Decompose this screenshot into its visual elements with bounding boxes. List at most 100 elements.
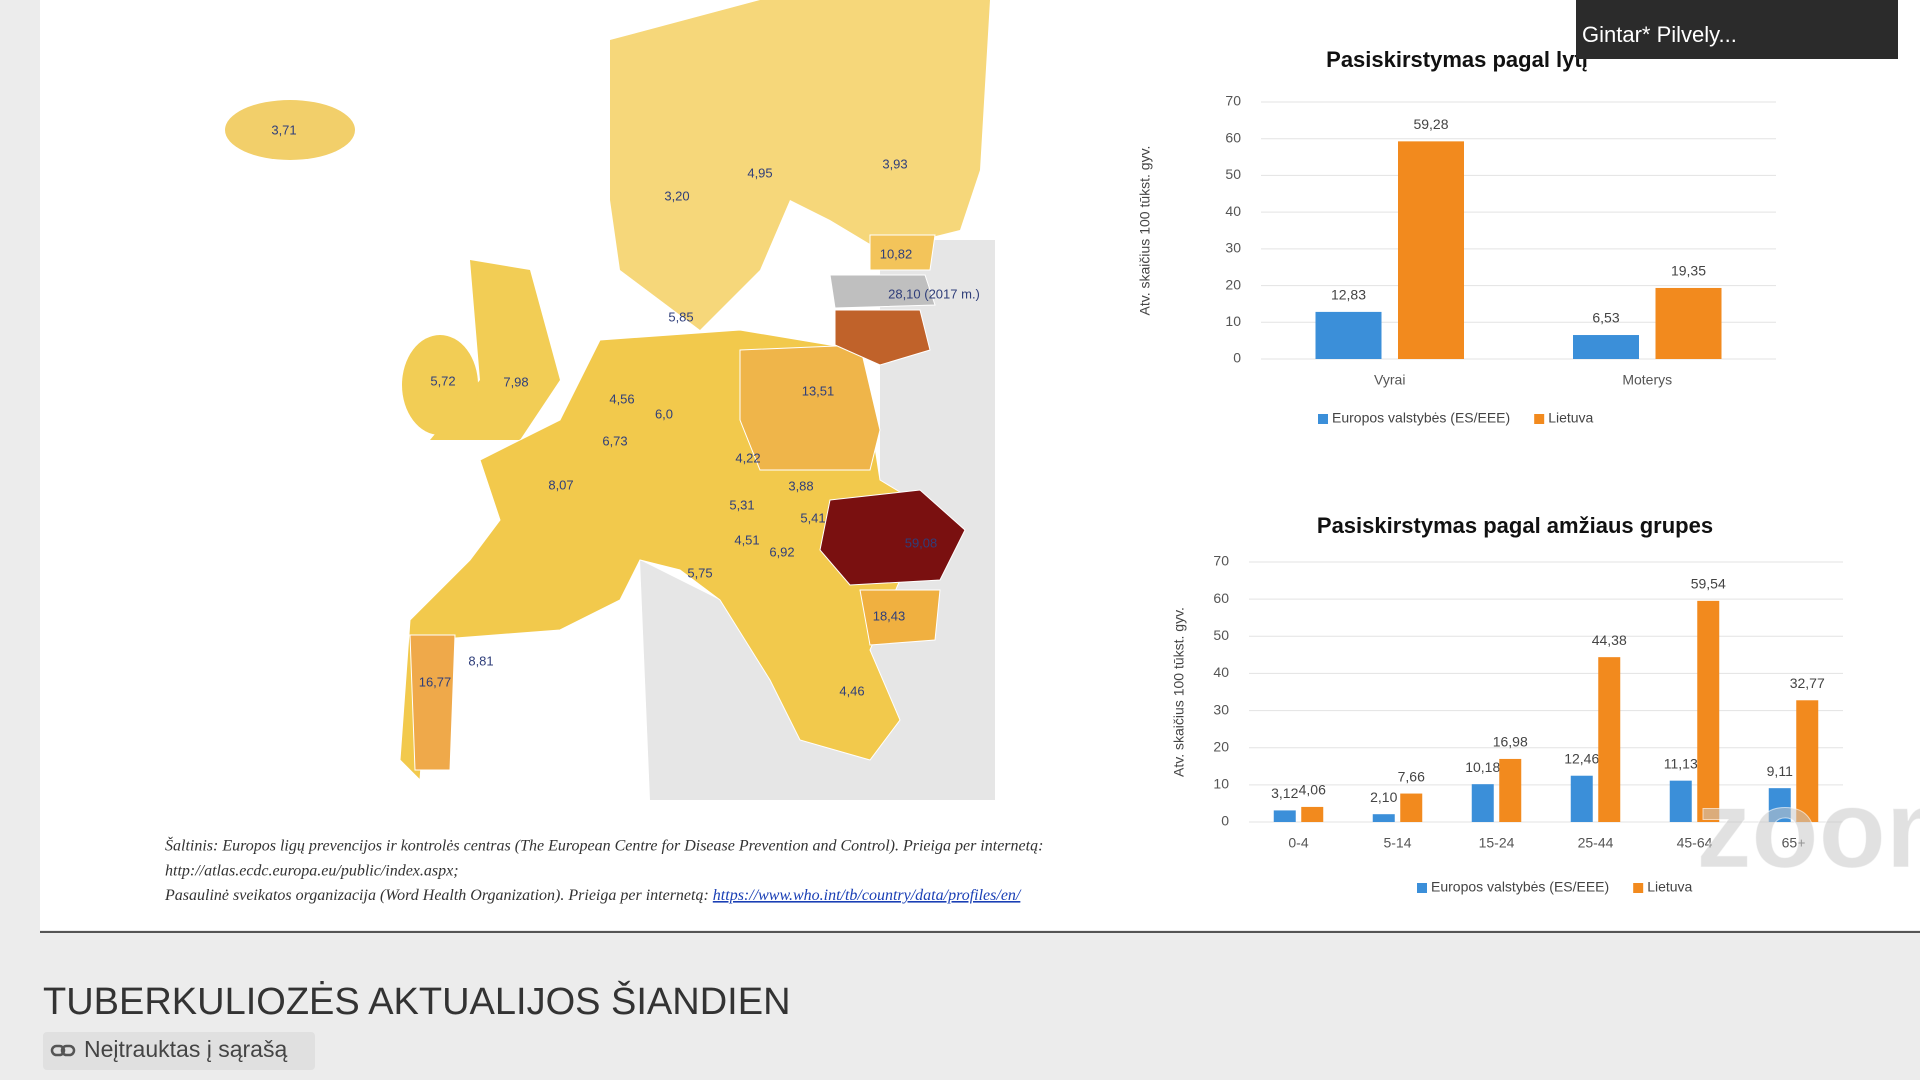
map-labels: 3,71 3,20 4,95 3,93 10,82 28,10 (2017 m.) 5,85… [271,122,980,698]
bar [1598,657,1621,822]
value-label: 6,53 [1592,310,1619,326]
bar [1273,810,1296,822]
map-label: 13,51 [802,383,835,398]
bar [1570,775,1593,822]
value-label: 12,83 [1331,287,1366,303]
source-line: http://atlas.ecdc.europa.eu/public/index… [165,863,459,880]
bar [1655,287,1722,359]
chart-title: Pasiskirstymas pagal lytį [1326,47,1588,72]
map-label: 8,81 [468,653,493,668]
y-tick-label: 50 [1213,627,1229,643]
video-title: TUBERKULIOZĖS AKTUALIJOS ŠIANDIEN [43,979,791,1023]
map-country [610,0,990,330]
y-tick-label: 30 [1213,701,1229,717]
map-country [829,274,936,309]
chart-title: Pasiskirstymas pagal amžiaus grupes [1317,513,1713,538]
bar [1372,814,1395,822]
y-tick-label: 20 [1225,276,1241,292]
map-country [869,234,936,271]
status-text: Neįtrauktas į sąrašą [84,1036,287,1062]
legend-swatch [1417,883,1427,893]
bar [1796,700,1819,822]
y-tick-label: 70 [1225,93,1241,109]
map-country [819,489,966,586]
map-country [739,344,881,471]
bar [1768,788,1791,822]
map-country [402,335,478,435]
value-label: 2,10 [1370,789,1397,805]
value-label: 3,12 [1271,785,1298,801]
map-label: 16,77 [419,674,452,689]
map-label: 5,72 [430,373,455,388]
map-country [409,634,456,771]
x-tick-label: 5-14 [1383,835,1411,851]
x-tick-label: 25-44 [1578,835,1614,851]
y-tick-label: 60 [1213,590,1229,606]
map-country [859,589,941,646]
map-label: 5,41 [800,510,825,525]
value-label: 16,98 [1493,734,1528,750]
value-label: 11,13 [1664,755,1698,771]
map-label: 3,93 [882,156,907,171]
map [155,0,995,800]
y-tick-label: 0 [1233,350,1241,366]
source-link[interactable]: https://www.who.int/tb/country/data/prof… [713,887,1022,904]
map-label: 4,22 [735,450,760,465]
legend-label: Europos valstybės (ES/EEE) [1431,879,1609,895]
y-tick-label: 40 [1225,203,1241,219]
y-tick-label: 30 [1225,240,1241,256]
map-label: 3,71 [271,122,296,137]
bar [1697,600,1720,822]
bar [1398,141,1464,359]
status-chip[interactable] [43,1032,315,1070]
map-label: 5,85 [668,309,693,324]
map-label: 8,07 [548,477,573,492]
charts: Pasiskirstymas pagal lytį Atv. skaičius 1… [1137,47,1843,895]
map-label: 4,95 [747,165,772,180]
map-label: 4,56 [609,391,634,406]
bar [1301,806,1324,822]
zoom-watermark: zoom [1696,768,1920,891]
map-label: 5,75 [687,565,712,580]
value-label: 10,18 [1465,759,1500,775]
bar [1669,780,1692,822]
map-label: 28,10 (2017 m.) [888,286,980,301]
y-tick-label: 20 [1213,738,1229,754]
map-country [430,260,560,440]
y-tick-label: 70 [1213,553,1229,569]
x-tick-label: 45-64 [1677,835,1713,851]
legend-label: Europos valstybės (ES/EEE) [1332,410,1510,426]
value-label: 59,54 [1691,576,1726,592]
y-tick-label: 10 [1225,313,1241,329]
map-label: 6,92 [769,544,794,559]
value-label: 9,11 [1767,763,1793,779]
participant-name: Gintar* Pilvely... [1582,22,1737,47]
y-tick-label: 0 [1221,813,1229,829]
legend-label: Lietuva [1548,410,1593,426]
y-tick-label: 10 [1213,776,1229,792]
value-label: 59,28 [1413,116,1448,132]
map-label: 7,98 [503,374,528,389]
map-label: 3,20 [664,188,689,203]
source-line: Šaltinis: Europos ligų prevencijos ir ko… [165,836,1043,855]
value-label: 12,46 [1564,750,1599,766]
y-tick-label: 40 [1213,664,1229,680]
map-label: 4,51 [734,532,759,547]
map-country [225,100,355,160]
map-label: 6,73 [602,433,627,448]
map-label: 6,0 [655,406,673,421]
map-country [834,309,931,366]
value-label: 7,66 [1398,768,1425,784]
bar [1573,335,1639,359]
map-label: 5,31 [729,497,754,512]
x-tick-label: 0-4 [1288,835,1308,851]
x-tick-label: Vyrai [1374,372,1405,388]
y-axis-label: Atv. skaičius 100 tūkst. gyv. [1171,607,1187,777]
link-icon [50,1044,76,1057]
legend-label: Lietuva [1647,879,1692,895]
legend-swatch [1534,414,1545,424]
value-label: 44,38 [1592,632,1627,648]
x-tick-label: 15-24 [1479,835,1515,851]
